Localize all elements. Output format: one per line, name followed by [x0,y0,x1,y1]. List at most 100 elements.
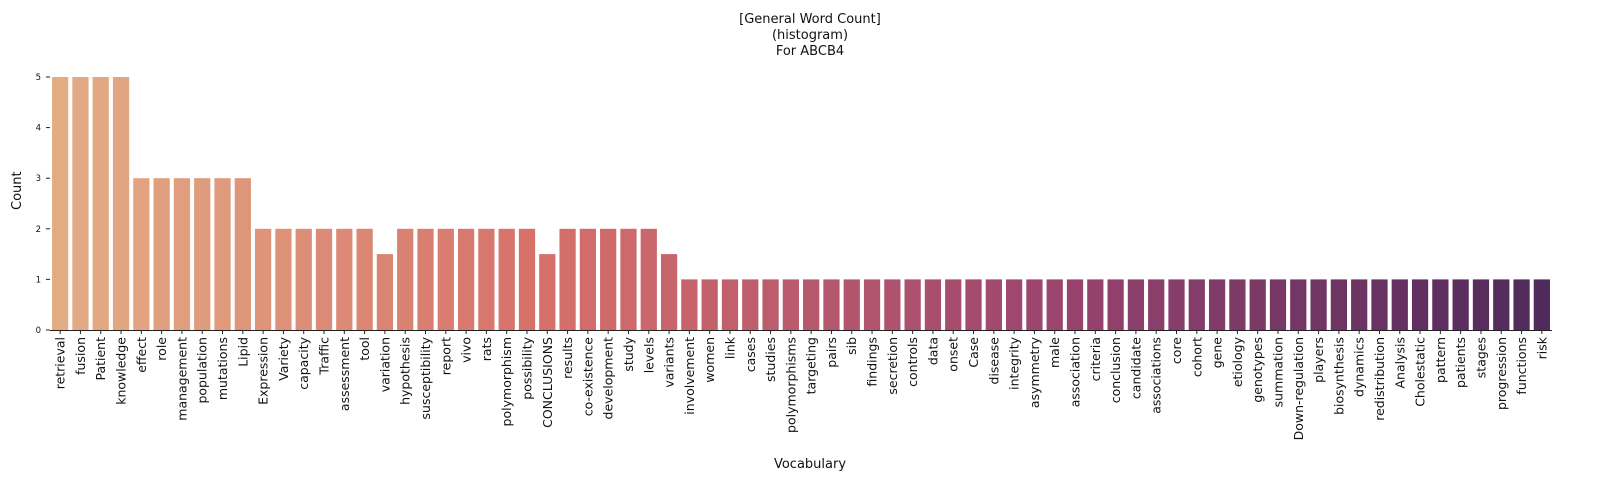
bar [498,228,515,330]
bar [924,279,942,330]
bar [1249,279,1266,330]
bar [437,228,454,330]
bar [376,254,394,330]
x-tick-label: etiology [1230,336,1245,387]
bar [1290,279,1307,330]
x-tick-label: asymmetry [1027,336,1042,408]
bar [1351,279,1368,330]
x-tick-label: onset [946,337,961,372]
x-tick-label: patients [1453,337,1468,388]
bar [620,228,637,330]
x-tick-label: associations [1149,337,1164,414]
bar [275,228,292,330]
x-tick-label: pattern [1433,337,1448,383]
x-tick-label: integrity [1007,336,1022,389]
bar [1087,279,1104,330]
bar [1107,279,1124,330]
y-tick-label: 4 [36,124,41,134]
x-tick-label: variants [662,337,677,388]
x-tick-label: rats [479,337,494,361]
bar [112,77,130,330]
chart-title-line-1: [General Word Count] [739,12,881,27]
x-tick-label: Analysis [1392,337,1407,389]
bar [214,178,231,330]
x-tick-label: genotypes [1250,337,1265,403]
x-tick-label: Traffic [317,337,332,376]
bar [1006,279,1023,330]
x-tick-label: assessment [337,337,352,411]
x-tick-label: gene [1210,337,1225,369]
x-tick-label: stages [1473,337,1488,378]
bar [1513,279,1530,330]
x-tick-label: Case [966,337,981,368]
bar [1371,279,1388,330]
x-tick-label: data [925,337,940,365]
x-tick-label: development [601,337,616,420]
x-tick-label: study [621,336,636,371]
x-tick-label: vivo [459,337,474,363]
x-tick-label: role [154,337,169,361]
x-tick-label: report [438,337,453,375]
bar [234,178,251,330]
bar [356,228,373,330]
x-tick-label: criteria [1088,337,1103,381]
bar [640,228,657,330]
y-tick-label: 0 [36,326,41,336]
x-tick-label: variation [377,337,392,392]
x-tick-label: mutations [215,337,230,400]
x-tick-label: disease [986,337,1001,385]
x-tick-label: retrieval [53,337,68,389]
bar [1026,279,1043,330]
x-tick-label: tool [357,337,372,361]
x-tick-label: core [1169,337,1184,364]
x-tick-label: Variety [276,336,291,380]
bar [539,254,556,330]
x-tick-label: CONCLUSIONS [540,337,555,428]
bar [600,228,617,330]
x-tick-label: studies [763,337,778,382]
bar [559,228,576,330]
bar [315,228,333,330]
bar [965,279,982,330]
x-tick-label: Expression [256,337,271,405]
bar [579,228,596,330]
bar [1493,279,1510,330]
bar [295,228,312,330]
bar [1148,279,1165,330]
bar [762,279,779,330]
x-tick-label: cohort [1189,337,1204,377]
x-tick-label: association [1068,337,1083,407]
y-tick-label: 5 [36,73,41,83]
x-tick-label: biosynthesis [1331,337,1346,415]
bar [701,279,718,330]
bar [1452,279,1469,330]
bar [945,279,962,330]
bar [1472,279,1490,330]
x-tick-label: polymorphism [499,337,514,426]
x-tick-label: candidate [1128,337,1143,399]
x-tick-label: involvement [682,337,697,415]
bar [92,77,109,330]
x-tick-label: findings [865,337,880,387]
bar [52,77,69,330]
x-tick-label: Patient [93,337,108,381]
bar [194,178,211,330]
bar [457,228,475,330]
bar [1432,279,1449,330]
bar [1066,279,1084,330]
bar [417,228,434,330]
bar [1269,279,1287,330]
bar [985,279,1002,330]
x-tick-label: controls [905,337,920,387]
bar [1168,279,1185,330]
x-tick-label: summation [1270,337,1285,407]
x-tick-label: link [722,336,737,359]
bar [1330,279,1347,330]
x-tick-label: results [560,337,575,379]
bar [721,279,739,330]
bar [173,178,191,330]
bar [884,279,901,330]
x-axis-label: Vocabulary [773,457,847,472]
bar [397,228,414,330]
